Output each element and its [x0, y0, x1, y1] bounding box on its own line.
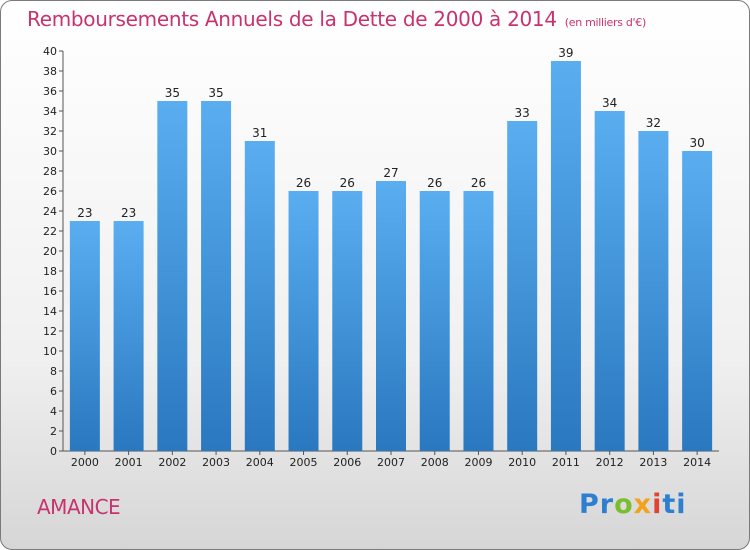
x-tick-label: 2009: [464, 456, 492, 469]
x-tick-label: 2008: [421, 456, 449, 469]
bar: [332, 191, 363, 451]
x-tick-label: 2002: [158, 456, 186, 469]
chart-subtitle: (en milliers d'€): [564, 16, 646, 29]
y-tick-label: 16: [43, 285, 57, 298]
bar: [463, 191, 494, 451]
bar: [507, 121, 538, 451]
y-tick-label: 0: [50, 445, 57, 458]
x-tick-label: 2005: [290, 456, 318, 469]
y-tick-label: 40: [43, 45, 57, 58]
y-tick-label: 32: [43, 125, 57, 138]
bar: [288, 191, 319, 451]
axes: 0246810121416182022242628303234363840200…: [43, 45, 719, 469]
x-tick-label: 2014: [683, 456, 711, 469]
data-label: 39: [558, 46, 573, 60]
logo-part: i: [652, 489, 663, 520]
y-tick-label: 10: [43, 345, 57, 358]
y-tick-label: 14: [43, 305, 57, 318]
data-label: 26: [340, 176, 355, 190]
data-label: 35: [165, 86, 180, 100]
data-label: 26: [296, 176, 311, 190]
data-label: 27: [383, 166, 398, 180]
x-tick-label: 2006: [333, 456, 361, 469]
y-tick-label: 28: [43, 165, 57, 178]
bar: [201, 101, 232, 451]
y-tick-label: 34: [43, 105, 57, 118]
y-tick-label: 18: [43, 265, 57, 278]
proxiti-logo: Proxiti: [579, 489, 687, 520]
x-tick-label: 2013: [639, 456, 667, 469]
y-tick-label: 4: [50, 405, 57, 418]
bar: [157, 101, 188, 451]
data-label: 34: [602, 96, 617, 110]
x-tick-label: 2004: [246, 456, 274, 469]
data-label: 23: [121, 206, 136, 220]
bars: [69, 61, 713, 451]
x-tick-label: 2007: [377, 456, 405, 469]
x-tick-label: 2003: [202, 456, 230, 469]
y-tick-label: 30: [43, 145, 57, 158]
x-tick-label: 2000: [71, 456, 99, 469]
data-label: 32: [646, 116, 661, 130]
y-tick-label: 8: [50, 365, 57, 378]
bar: [638, 131, 669, 451]
bar: [419, 191, 450, 451]
y-tick-label: 38: [43, 65, 57, 78]
logo-part: ti: [662, 489, 687, 520]
data-label: 26: [471, 176, 486, 190]
x-tick-label: 2010: [508, 456, 536, 469]
data-labels: 23 23 35 35 31 26 26 27 26 26 33 39 34 32 30: [77, 46, 705, 220]
y-tick-label: 2: [50, 425, 57, 438]
data-label: 26: [427, 176, 442, 190]
commune-name: AMANCE: [37, 495, 121, 519]
bar: [113, 221, 144, 451]
x-tick-label: 2001: [115, 456, 143, 469]
bar: [550, 61, 581, 451]
y-tick-label: 6: [50, 385, 57, 398]
logo-part: Pr: [579, 489, 615, 520]
data-label: 33: [515, 106, 530, 120]
data-label: 30: [689, 136, 704, 150]
x-tick-label: 2011: [552, 456, 580, 469]
y-tick-label: 26: [43, 185, 57, 198]
y-tick-label: 20: [43, 245, 57, 258]
logo-part: o: [614, 489, 634, 520]
x-tick-label: 2012: [596, 456, 624, 469]
logo-part: x: [633, 489, 653, 520]
bar: [69, 221, 100, 451]
data-label: 31: [252, 126, 267, 140]
bar: [682, 151, 713, 451]
bar: [244, 141, 275, 451]
data-label: 35: [208, 86, 223, 100]
chart-title-text: Remboursements Annuels de la Dette de 20…: [27, 7, 557, 31]
bar: [376, 181, 406, 451]
y-tick-label: 36: [43, 85, 57, 98]
data-label: 23: [77, 206, 92, 220]
chart-title: Remboursements Annuels de la Dette de 20…: [27, 7, 646, 31]
y-tick-label: 24: [43, 205, 57, 218]
y-tick-label: 22: [43, 225, 57, 238]
y-tick-label: 12: [43, 325, 57, 338]
bar: [594, 111, 625, 451]
